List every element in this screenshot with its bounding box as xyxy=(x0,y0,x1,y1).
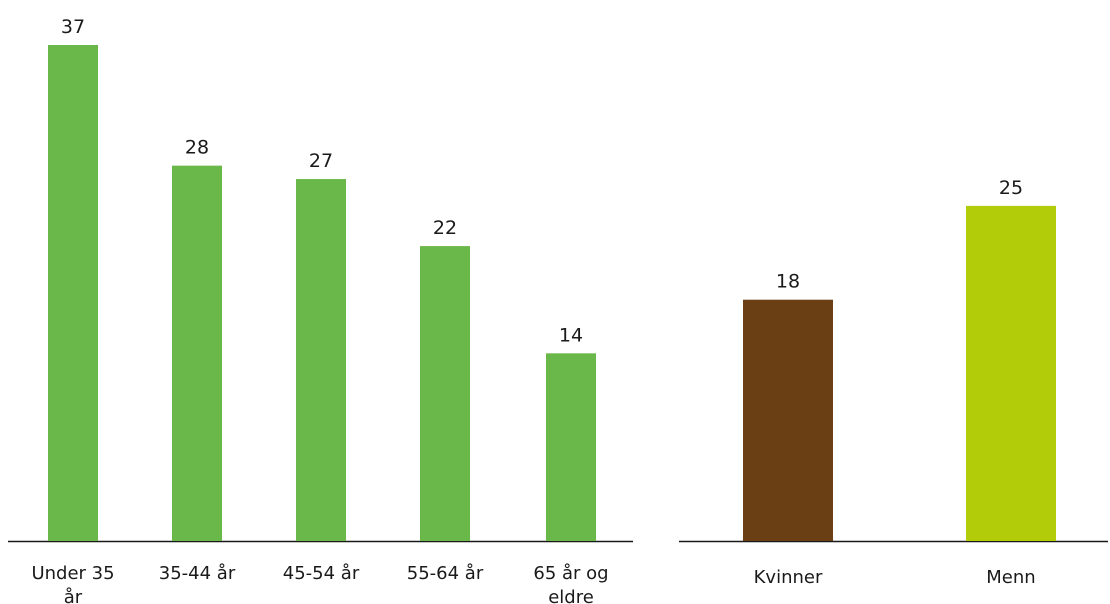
gender-bar-chart: 18 Kvinner 25 Menn xyxy=(679,177,1108,588)
age-category-label-3: 45-54 år xyxy=(283,563,360,584)
age-category-label-5: 65 år og eldre xyxy=(533,563,608,604)
age-category-label-4: 55-64 år xyxy=(407,563,484,584)
gender-bar-1 xyxy=(743,299,833,541)
gender-bar-2 xyxy=(966,205,1056,541)
age-category-label-2: 35-44 år xyxy=(159,563,236,584)
age-value-label-4: 22 xyxy=(433,217,457,239)
age-value-label-1: 37 xyxy=(61,16,85,38)
age-bar-3 xyxy=(296,179,346,541)
gender-value-label-2: 25 xyxy=(999,177,1023,199)
gender-value-label-1: 18 xyxy=(776,271,800,293)
age-value-label-5: 14 xyxy=(559,324,583,346)
age-bar-2 xyxy=(172,165,222,541)
age-bar-5 xyxy=(546,353,596,541)
gender-category-label-1: Kvinner xyxy=(754,567,823,588)
age-bar-4 xyxy=(420,246,470,541)
age-category-label-1: Under 35 år xyxy=(31,563,114,604)
age-value-label-2: 28 xyxy=(185,137,209,159)
gender-category-label-2: Menn xyxy=(986,567,1035,588)
age-group-bar-chart: 37 Under 35 år 28 35-44 år 27 45-54 år 22 55-64 … xyxy=(8,16,633,604)
age-bar-1 xyxy=(48,45,98,541)
age-value-label-3: 27 xyxy=(309,150,333,172)
